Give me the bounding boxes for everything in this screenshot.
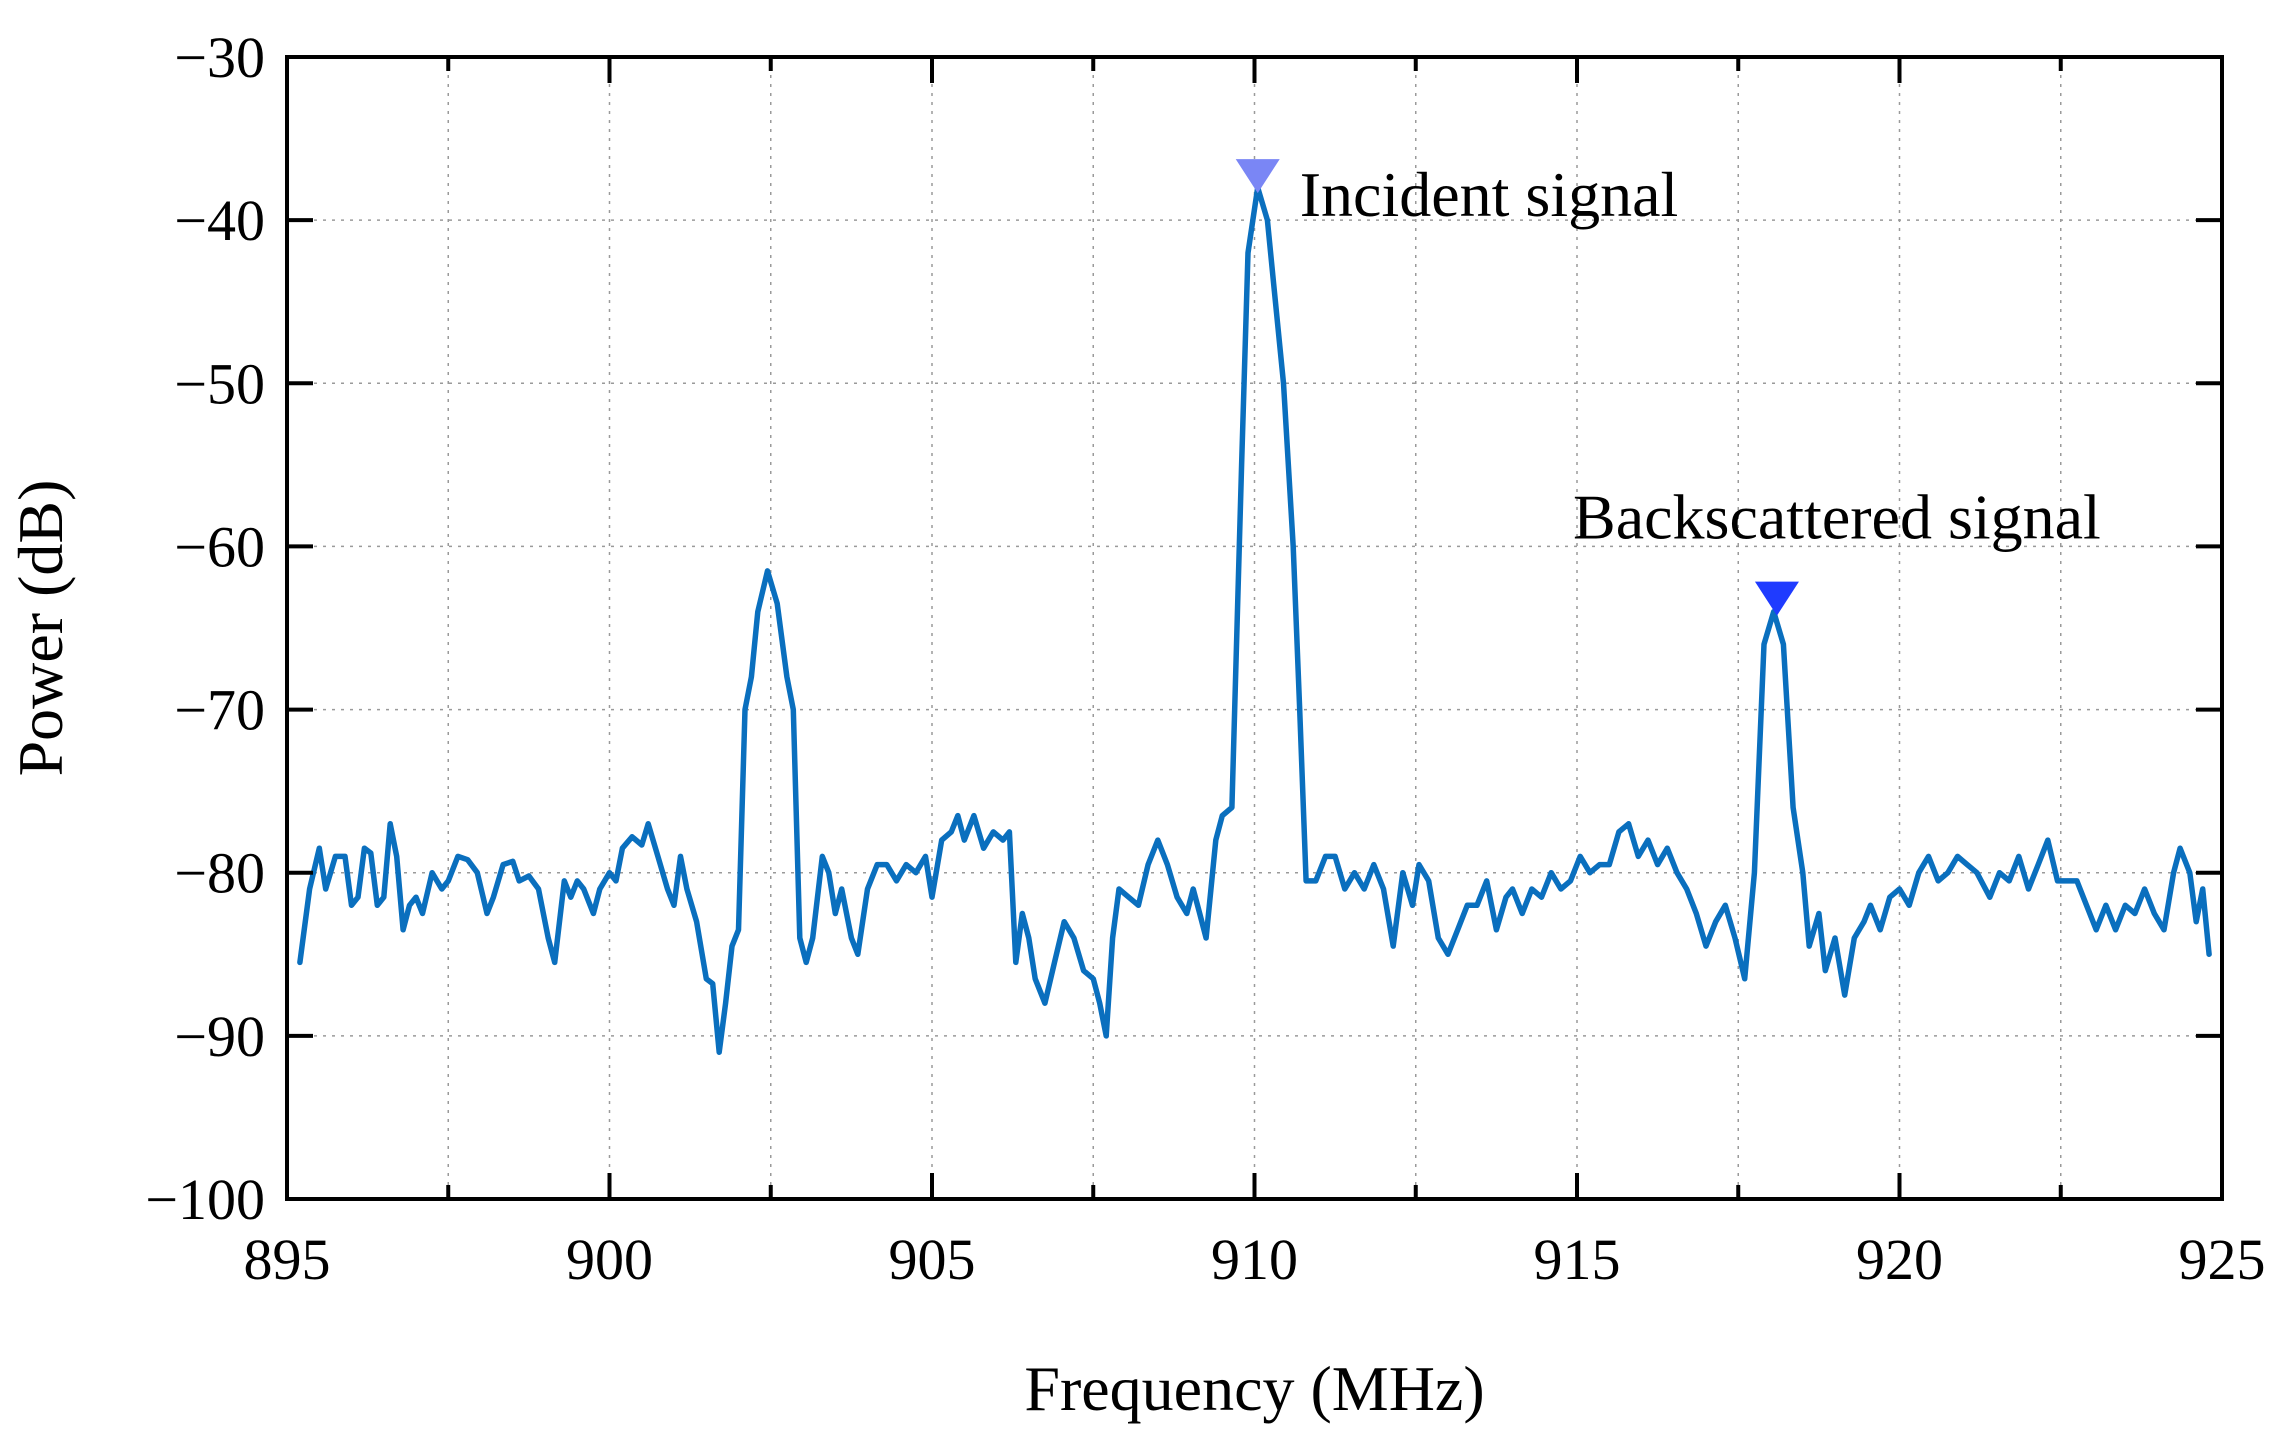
y-axis-label: Power (dB) — [5, 480, 76, 777]
y-tick-labels: −30 −40 −50 −60 −70 −80 −90 −100 — [145, 25, 265, 1232]
y-tick-label: −90 — [174, 1004, 265, 1069]
y-tick-label: −40 — [174, 188, 265, 253]
y-tick-label: −50 — [174, 351, 265, 416]
peak-markers — [1235, 159, 1799, 616]
x-tick-label: 925 — [2179, 1227, 2266, 1292]
spectrum-line — [297, 184, 2212, 1055]
y-tick-label: −80 — [174, 841, 265, 906]
annotations: Incident signal Backscattered signal — [1300, 159, 2101, 553]
x-tick-label: 900 — [566, 1227, 653, 1292]
y-tick-label: −100 — [145, 1167, 265, 1232]
y-tick-label: −60 — [174, 514, 265, 579]
y-tick-label: −70 — [174, 678, 265, 743]
x-axis-label: Frequency (MHz) — [1024, 1353, 1484, 1424]
x-tick-label: 920 — [1856, 1227, 1943, 1292]
x-tick-labels: 895 900 905 910 915 920 925 — [244, 1227, 2266, 1292]
axis-ticks — [285, 55, 2224, 1201]
grid — [287, 57, 2222, 1199]
incident-signal-label: Incident signal — [1300, 159, 1679, 230]
backscattered-signal-label: Backscattered signal — [1573, 482, 2101, 553]
x-tick-label: 910 — [1211, 1227, 1298, 1292]
x-tick-label: 895 — [244, 1227, 331, 1292]
plot-series — [297, 184, 2212, 1055]
peak-marker — [1754, 581, 1799, 616]
x-tick-label: 915 — [1534, 1227, 1621, 1292]
x-tick-label: 905 — [889, 1227, 976, 1292]
y-tick-label: −30 — [174, 25, 265, 90]
peak-marker — [1235, 159, 1280, 194]
